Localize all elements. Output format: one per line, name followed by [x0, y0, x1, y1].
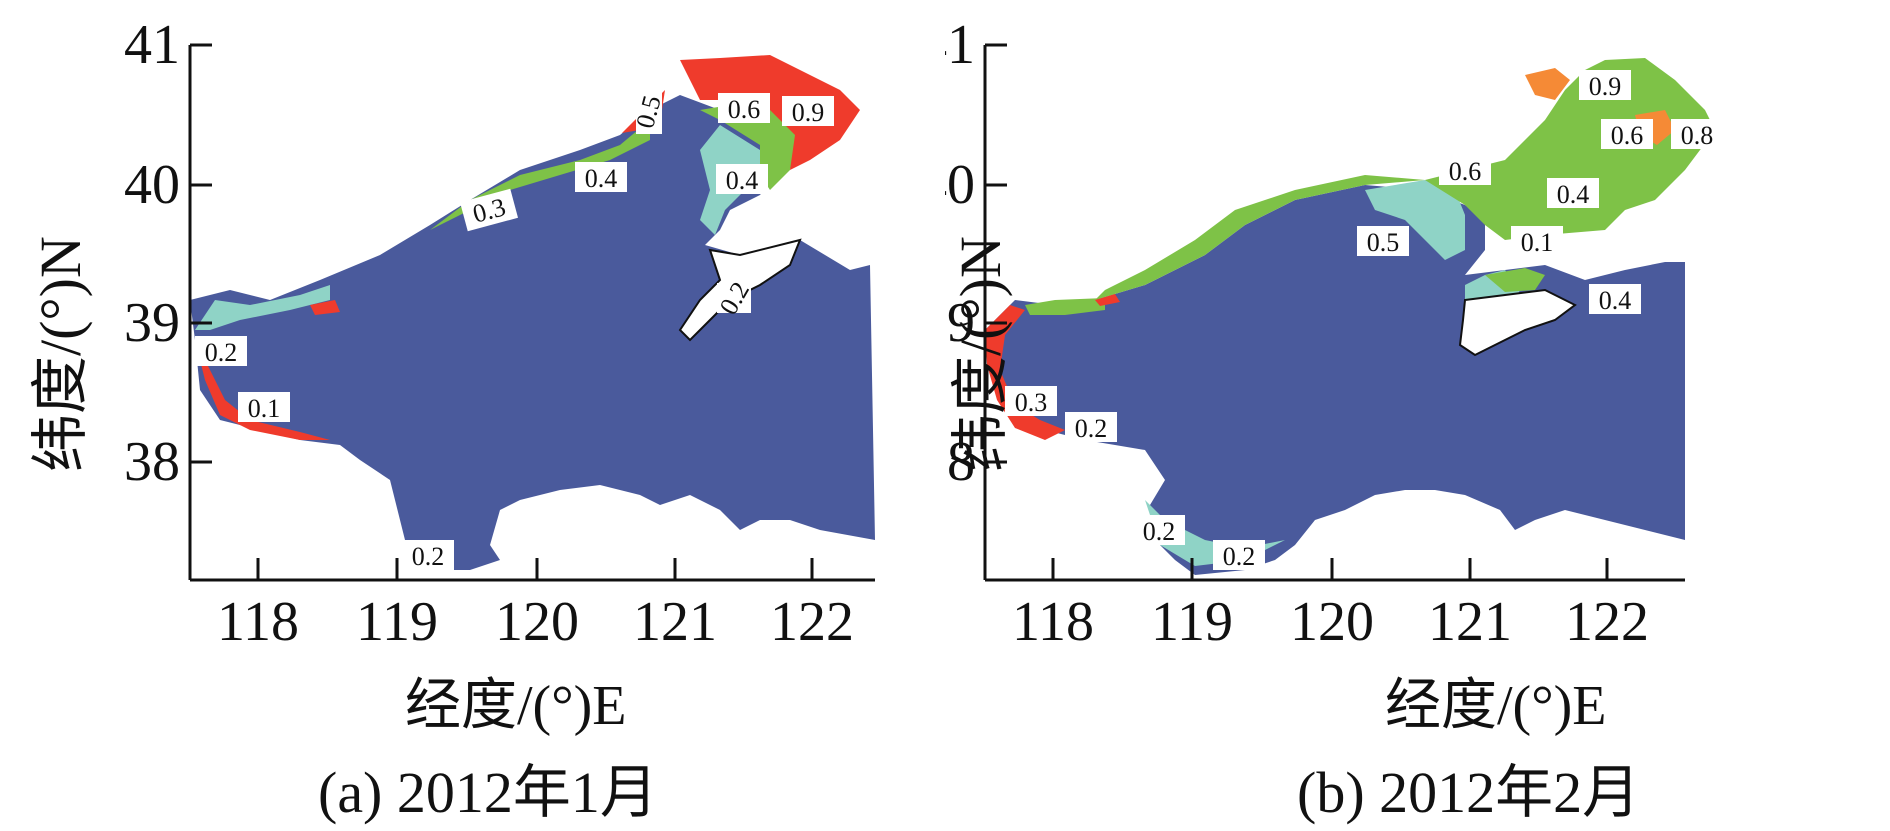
- x-axis-label: 经度/(°)E: [1385, 675, 1607, 737]
- x-tick-label: 121: [633, 591, 717, 653]
- high-concentration-area: [680, 55, 860, 170]
- y-tick-label: 41: [124, 14, 180, 76]
- map-panel-a: 41 40 39 38 118 119 120 121 122 0.5 0.6 …: [28, 14, 875, 825]
- coastal-band-mid: [1025, 298, 1105, 315]
- x-axis-label: 经度/(°)E: [405, 675, 627, 737]
- ice-thickness-map-b: 41 40 39 38 118 119 120 121 122 0.9 0.6 …: [945, 14, 1723, 653]
- contour-label: 0.4: [726, 166, 759, 195]
- contour-label: 0.4: [585, 164, 618, 193]
- y-tick-label: 39: [124, 292, 180, 354]
- x-tick-label: 118: [1012, 591, 1094, 653]
- x-tick-label: 120: [1290, 591, 1374, 653]
- y-tick-label: 41: [945, 14, 975, 76]
- contour-labels: 0.9 0.6 0.8 0.6 0.4 0.1 0.5 0.4 0.3 0.2 …: [1005, 70, 1723, 571]
- coastal-band-high: [310, 300, 340, 315]
- x-tick-label: 122: [1565, 591, 1649, 653]
- map-panel-b: 41 40 39 38 118 119 120 121 122 0.9 0.6 …: [945, 0, 1890, 831]
- y-axis-label: 纬度/(°)N: [28, 236, 93, 472]
- contour-label: 0.8: [1681, 121, 1714, 150]
- contour-label: 0.2: [1075, 414, 1108, 443]
- y-tick-label: 39: [945, 292, 975, 354]
- coastal-band-mid: [1485, 268, 1545, 292]
- contour-label: 0.5: [1367, 228, 1400, 257]
- land-cutout: [1458, 288, 1577, 357]
- contour-label: 0.6: [728, 95, 761, 124]
- contour-label: 0.6: [1449, 157, 1482, 186]
- coastal-band-mid: [1095, 58, 1715, 300]
- y-tick-label: 38: [945, 431, 975, 493]
- x-tick-label: 119: [356, 591, 438, 653]
- y-axis-label: 纬度/(°)N: [948, 236, 1013, 472]
- coastal-band-low: [1365, 180, 1465, 260]
- contour-label: 0.9: [792, 98, 825, 127]
- contour-label: 0.9: [1589, 72, 1622, 101]
- x-tick-label: 119: [1151, 591, 1233, 653]
- contour-label: 0.2: [412, 542, 445, 571]
- y-tick-label: 38: [124, 431, 180, 493]
- y-tick-label: 40: [945, 154, 975, 216]
- contour-label: 0.2: [1223, 542, 1256, 571]
- coastal-band-high: [195, 340, 330, 440]
- contour-label: 0.1: [248, 394, 281, 423]
- contour-label: 0.3: [1015, 388, 1048, 417]
- contour-label: 0.4: [1599, 286, 1632, 315]
- x-tick-label: 120: [495, 591, 579, 653]
- sea-area: [985, 185, 1685, 575]
- y-tick-label: 40: [124, 154, 180, 216]
- panel-caption: (a) 2012年1月: [318, 760, 658, 825]
- ice-thickness-map-a: 41 40 39 38 118 119 120 121 122 0.5 0.6 …: [124, 14, 875, 653]
- panel-caption: (b) 2012年2月: [1297, 760, 1641, 825]
- x-tick-label: 121: [1428, 591, 1512, 653]
- coastal-band-low: [195, 285, 330, 330]
- high-concentration-patch: [1525, 68, 1570, 100]
- contour-label: 0.1: [1521, 228, 1554, 257]
- contour-label: 0.2: [1143, 517, 1176, 546]
- x-tick-label: 118: [217, 591, 299, 653]
- contour-labels: 0.5 0.6 0.9 0.4 0.4 0.3 0.2 0.2 0.1 0.2: [195, 90, 834, 571]
- contour-label: 0.4: [1557, 180, 1590, 209]
- contour-label: 0.6: [1611, 121, 1644, 150]
- x-tick-label: 122: [770, 591, 854, 653]
- coastal-band-high: [1095, 294, 1120, 306]
- contour-label: 0.2: [205, 338, 238, 367]
